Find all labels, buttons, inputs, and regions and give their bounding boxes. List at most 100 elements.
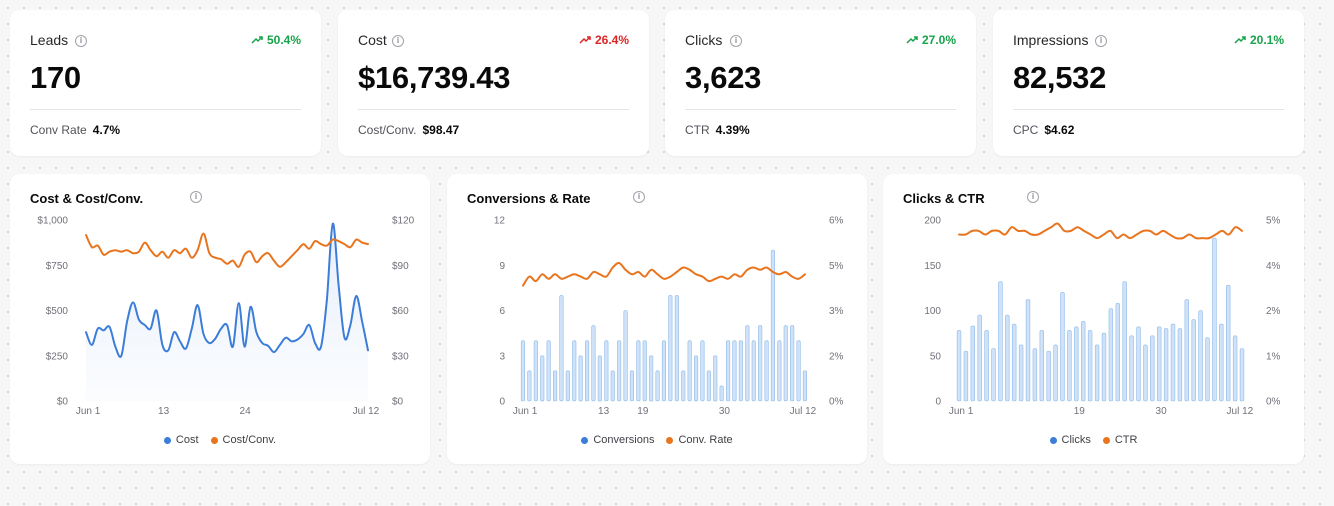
bar[interactable] (713, 355, 718, 402)
bar[interactable] (649, 355, 654, 402)
info-icon[interactable]: i (392, 35, 404, 47)
bar[interactable] (585, 340, 590, 402)
bar[interactable] (725, 340, 731, 402)
bar[interactable] (700, 340, 705, 402)
bar[interactable] (1067, 330, 1072, 402)
bar[interactable] (1212, 237, 1217, 402)
bar[interactable] (1094, 344, 1100, 402)
bar[interactable] (1225, 284, 1231, 402)
bar[interactable] (719, 385, 724, 402)
bar[interactable] (1136, 326, 1141, 402)
bar[interactable] (796, 340, 801, 402)
bar[interactable] (1170, 323, 1176, 402)
bar[interactable] (694, 355, 699, 402)
bar[interactable] (790, 325, 795, 402)
legend-item-clicks[interactable]: Clicks (1049, 434, 1091, 446)
info-icon[interactable]: i (730, 35, 742, 47)
bar[interactable] (998, 281, 1003, 402)
series-line[interactable] (958, 222, 1243, 240)
bar[interactable] (1081, 321, 1086, 402)
bar[interactable] (1018, 344, 1024, 402)
bar[interactable] (1039, 330, 1044, 402)
series-line[interactable] (85, 232, 369, 268)
bar[interactable] (1074, 326, 1079, 402)
info-icon[interactable]: i (75, 35, 87, 47)
bar[interactable] (1143, 344, 1148, 402)
legend-item-cost-per-conv[interactable]: Cost/Conv. (210, 434, 276, 446)
bar[interactable] (1005, 314, 1010, 402)
bar[interactable] (732, 340, 737, 402)
legend-item-conv-rate[interactable]: Conv. Rate (666, 434, 733, 446)
bar[interactable] (1032, 348, 1038, 402)
bar[interactable] (681, 370, 686, 402)
bar[interactable] (520, 340, 525, 402)
series-line[interactable] (522, 261, 806, 287)
bar[interactable] (770, 249, 776, 402)
bar[interactable] (604, 340, 609, 402)
info-icon[interactable]: i (1027, 191, 1039, 203)
bar[interactable] (777, 340, 782, 402)
bar[interactable] (956, 330, 962, 402)
bar[interactable] (578, 355, 583, 402)
bar[interactable] (572, 340, 577, 402)
bar[interactable] (597, 355, 602, 402)
bar[interactable] (758, 325, 763, 402)
bar[interactable] (687, 340, 692, 402)
bar[interactable] (1219, 323, 1224, 402)
bar[interactable] (668, 295, 673, 402)
bar[interactable] (629, 370, 634, 402)
bar[interactable] (540, 355, 545, 402)
legend-item-ctr[interactable]: CTR (1102, 434, 1137, 446)
bar[interactable] (764, 340, 769, 402)
bar[interactable] (674, 295, 679, 402)
bar[interactable] (1232, 335, 1238, 402)
bar[interactable] (591, 325, 596, 402)
bar[interactable] (1108, 308, 1114, 402)
legend-item-cost[interactable]: Cost (163, 434, 199, 446)
bar[interactable] (1205, 337, 1210, 402)
bar[interactable] (738, 340, 743, 402)
bar[interactable] (1184, 299, 1189, 402)
bar[interactable] (1163, 328, 1169, 402)
bar[interactable] (1156, 326, 1162, 402)
bar[interactable] (533, 340, 538, 402)
bar[interactable] (751, 340, 756, 402)
bar[interactable] (661, 340, 666, 402)
bar[interactable] (546, 340, 551, 402)
series-line[interactable] (85, 222, 369, 358)
bar[interactable] (1239, 348, 1245, 402)
bar[interactable] (991, 348, 996, 402)
bar[interactable] (527, 370, 532, 402)
bar[interactable] (970, 325, 976, 402)
bar[interactable] (1129, 335, 1134, 402)
bar[interactable] (655, 370, 660, 402)
bar[interactable] (1101, 332, 1107, 402)
legend-item-conversions[interactable]: Conversions (581, 434, 654, 446)
bar[interactable] (559, 295, 564, 402)
bar[interactable] (636, 340, 641, 402)
bar[interactable] (623, 310, 628, 402)
bar[interactable] (642, 340, 647, 402)
info-icon[interactable]: i (633, 191, 645, 203)
bar[interactable] (783, 325, 788, 402)
bar[interactable] (1025, 299, 1031, 402)
bar[interactable] (617, 340, 622, 402)
bar[interactable] (565, 370, 570, 402)
info-icon[interactable]: i (1095, 35, 1107, 47)
bar[interactable] (1060, 292, 1065, 402)
bar[interactable] (963, 350, 969, 402)
bar[interactable] (1191, 319, 1196, 402)
bar[interactable] (1046, 350, 1051, 402)
bar[interactable] (610, 370, 615, 402)
bar[interactable] (1150, 335, 1155, 402)
bar[interactable] (706, 370, 711, 402)
info-icon[interactable]: i (190, 191, 202, 203)
bar[interactable] (1198, 310, 1203, 402)
bar[interactable] (1087, 330, 1093, 402)
bar[interactable] (1115, 303, 1120, 402)
bar[interactable] (977, 314, 982, 402)
bar[interactable] (553, 370, 558, 402)
bar[interactable] (1122, 281, 1127, 402)
bar[interactable] (745, 325, 750, 402)
bar[interactable] (802, 370, 808, 402)
